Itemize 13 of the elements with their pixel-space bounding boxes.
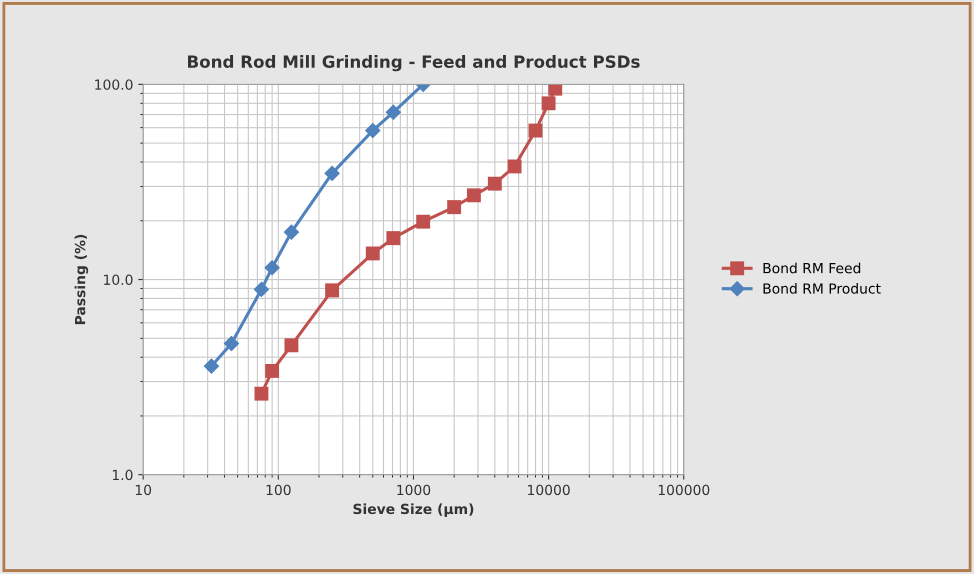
x-tick-label: 100 <box>266 484 291 496</box>
y-tick-label: 100.0 <box>95 79 133 90</box>
legend-label: Bond RM Product <box>764 283 881 294</box>
legend-label: Bond RM Feed <box>764 262 860 274</box>
x-tick-label: 10000 <box>528 484 570 496</box>
x-axis-title: Sieve Size (µm) <box>353 503 474 517</box>
y-tick-label: 1.0 <box>112 470 133 480</box>
x-tick-label: 100000 <box>658 484 710 496</box>
x-tick-label: 10 <box>136 484 152 496</box>
chart-title: Bond Rod Mill Grinding - Feed and Product PSDs <box>188 55 640 72</box>
y-axis-title: Passing (%) <box>74 234 88 324</box>
y-tick-label: 10.0 <box>104 274 133 286</box>
x-tick-label: 1000 <box>397 484 430 496</box>
